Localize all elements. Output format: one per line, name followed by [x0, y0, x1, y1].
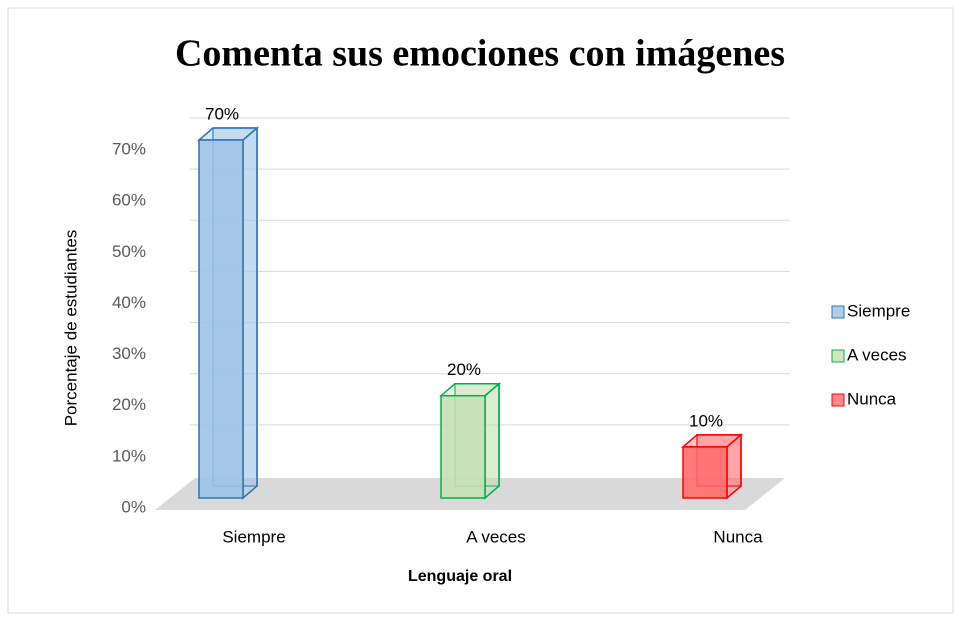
- legend-label: Siempre: [847, 301, 910, 320]
- y-tick-label: 40%: [112, 293, 146, 312]
- chart-frame: [7, 7, 954, 614]
- y-tick-label: 20%: [112, 395, 146, 414]
- bar: [682, 446, 728, 499]
- legend-label: A veces: [847, 345, 907, 364]
- bar-side: [484, 382, 500, 500]
- y-tick-label: 30%: [112, 344, 146, 363]
- x-tick-label: Siempre: [222, 527, 285, 546]
- x-tick-label: A veces: [466, 527, 526, 546]
- bar: [198, 139, 244, 499]
- data-label: 70%: [205, 104, 239, 123]
- y-tick-label: 70%: [112, 139, 146, 158]
- x-tick-label: Nunca: [713, 527, 763, 546]
- legend-swatch: [831, 349, 845, 363]
- legend-label: Nunca: [847, 389, 897, 408]
- y-axis-label: Porcentaje de estudiantes: [61, 230, 80, 427]
- data-label: 10%: [689, 411, 723, 430]
- legend-swatch: [831, 305, 845, 319]
- y-tick-label: 10%: [112, 446, 146, 465]
- y-tick-label: 0%: [121, 497, 146, 516]
- legend-swatch: [831, 393, 845, 407]
- x-axis-label: Lenguaje oral: [408, 568, 512, 585]
- data-label: 20%: [447, 360, 481, 379]
- bar-side: [242, 126, 258, 500]
- bar: [440, 394, 486, 499]
- y-tick-label: 50%: [112, 242, 146, 261]
- chart-title: Comenta sus emociones con imágenes: [175, 33, 785, 75]
- y-tick-label: 60%: [112, 191, 146, 210]
